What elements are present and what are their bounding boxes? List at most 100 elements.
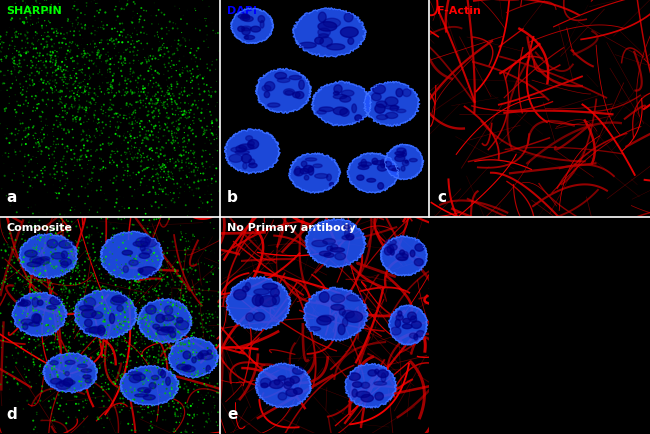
Point — [78, 311, 88, 318]
Point — [16, 291, 27, 298]
Point — [151, 292, 161, 299]
Point — [62, 111, 72, 118]
Point — [144, 346, 154, 353]
Point — [13, 329, 23, 335]
Point — [66, 275, 76, 282]
Polygon shape — [290, 376, 300, 383]
Point — [148, 137, 159, 144]
Point — [64, 358, 74, 365]
Point — [170, 266, 180, 273]
Point — [19, 20, 29, 27]
Point — [133, 74, 143, 81]
Point — [138, 23, 148, 30]
Point — [201, 326, 211, 333]
Point — [127, 389, 137, 396]
Point — [125, 114, 135, 121]
Point — [131, 365, 142, 372]
Point — [60, 161, 71, 168]
Point — [130, 277, 140, 284]
Point — [169, 164, 179, 171]
Point — [6, 319, 17, 326]
Point — [83, 378, 93, 385]
Point — [133, 90, 143, 97]
Point — [77, 164, 87, 171]
Point — [200, 17, 211, 24]
Point — [96, 373, 106, 380]
Point — [78, 321, 88, 328]
Point — [107, 372, 117, 378]
Point — [151, 331, 162, 338]
Point — [37, 59, 47, 66]
Polygon shape — [83, 375, 91, 378]
Point — [103, 140, 114, 147]
Point — [34, 295, 45, 302]
Point — [119, 130, 129, 137]
Point — [84, 65, 94, 72]
Point — [145, 315, 155, 322]
Point — [55, 64, 66, 71]
Point — [127, 143, 138, 150]
Point — [28, 46, 38, 53]
Point — [157, 166, 167, 173]
Point — [81, 107, 91, 114]
Point — [84, 104, 95, 111]
Point — [55, 262, 66, 269]
Point — [111, 299, 122, 306]
Point — [135, 389, 145, 396]
Point — [96, 233, 106, 240]
Point — [146, 318, 157, 325]
Point — [155, 301, 166, 308]
Point — [151, 191, 161, 197]
Point — [122, 154, 133, 161]
Point — [34, 217, 45, 224]
Point — [31, 140, 42, 147]
Point — [135, 105, 145, 112]
Point — [63, 16, 73, 23]
Point — [139, 205, 150, 212]
Point — [50, 326, 60, 333]
Point — [19, 229, 29, 236]
Point — [47, 174, 58, 181]
Point — [31, 244, 42, 251]
Point — [76, 152, 86, 159]
Point — [112, 273, 122, 279]
Point — [109, 307, 119, 314]
Point — [107, 29, 117, 36]
Point — [194, 245, 204, 252]
Point — [167, 335, 177, 342]
Point — [129, 185, 139, 192]
Point — [62, 143, 73, 150]
Point — [18, 258, 29, 265]
Point — [64, 128, 74, 135]
Point — [158, 338, 168, 345]
Point — [196, 197, 206, 204]
Point — [68, 328, 79, 335]
Point — [44, 386, 55, 393]
Point — [178, 12, 188, 19]
Point — [199, 38, 209, 45]
Point — [158, 416, 168, 423]
Point — [112, 148, 123, 155]
Point — [32, 172, 42, 179]
Point — [93, 70, 103, 77]
Point — [38, 306, 48, 313]
Point — [210, 402, 220, 409]
Point — [158, 360, 168, 367]
Point — [167, 105, 177, 112]
Point — [129, 60, 139, 67]
Point — [47, 289, 58, 296]
Point — [184, 113, 194, 120]
Point — [49, 332, 60, 339]
Point — [99, 424, 109, 431]
Point — [103, 279, 114, 286]
Point — [111, 43, 121, 49]
Polygon shape — [398, 311, 402, 316]
Point — [70, 387, 81, 394]
Point — [170, 356, 181, 363]
Point — [179, 403, 189, 410]
Point — [39, 134, 49, 141]
Point — [120, 296, 131, 302]
Point — [52, 274, 62, 281]
Point — [159, 61, 170, 68]
Polygon shape — [342, 235, 354, 240]
